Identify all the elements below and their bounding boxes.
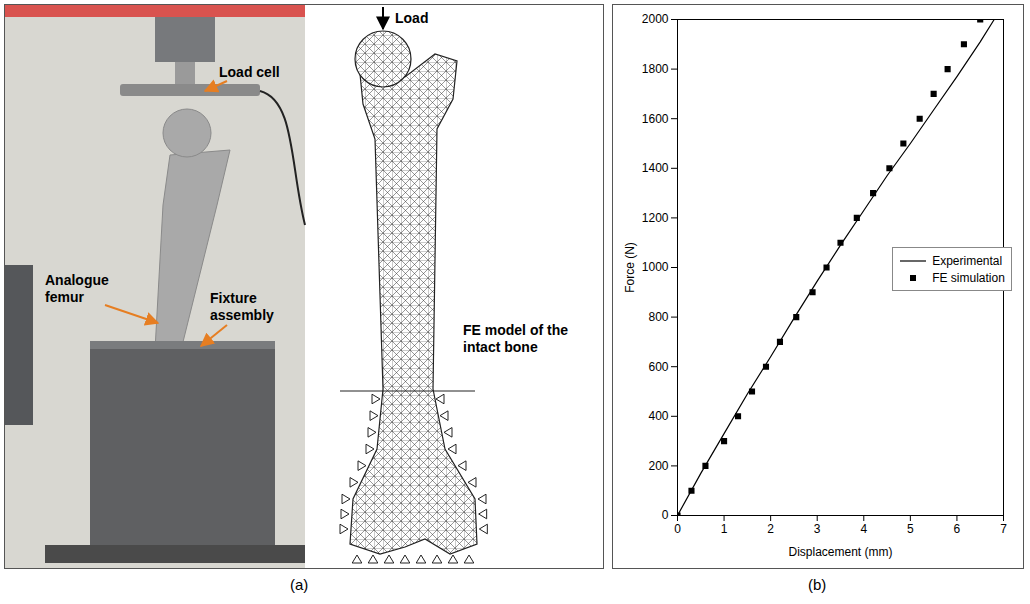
svg-text:1: 1 <box>721 522 728 536</box>
svg-text:Load: Load <box>395 10 428 26</box>
svg-text:Analoguefemur: Analoguefemur <box>45 272 109 305</box>
svg-text:Displacement (mm): Displacement (mm) <box>788 545 892 559</box>
html-text:FE simulation: FE simulation <box>932 270 1005 285</box>
svg-text:6: 6 <box>954 522 961 536</box>
svg-text:1800: 1800 <box>642 62 669 76</box>
svg-text:1200: 1200 <box>642 211 669 225</box>
svg-text:FE model of theintact bone: FE model of theintact bone <box>463 322 568 355</box>
svg-text:600: 600 <box>648 360 668 374</box>
svg-text:1600: 1600 <box>642 112 669 126</box>
svg-text:2000: 2000 <box>642 12 669 26</box>
svg-text:2: 2 <box>767 522 774 536</box>
svg-text:400: 400 <box>648 409 668 423</box>
svg-text:0: 0 <box>662 508 669 522</box>
svg-text:3: 3 <box>814 522 821 536</box>
svg-text:1400: 1400 <box>642 161 669 175</box>
svg-text:7: 7 <box>1000 522 1007 536</box>
svg-text:Force (N): Force (N) <box>623 242 637 293</box>
svg-text:1000: 1000 <box>642 260 669 274</box>
html-text:(a): (a) <box>290 576 309 593</box>
svg-text:Fixtureassembly: Fixtureassembly <box>210 290 274 323</box>
svg-text:800: 800 <box>648 310 668 324</box>
svg-text:4: 4 <box>860 522 867 536</box>
html-text:Experimental: Experimental <box>932 253 1003 268</box>
svg-text:Load cell: Load cell <box>219 64 280 80</box>
svg-text:0: 0 <box>674 522 681 536</box>
svg-text:5: 5 <box>907 522 914 536</box>
html-text:(b): (b) <box>808 576 827 593</box>
svg-text:200: 200 <box>648 459 668 473</box>
